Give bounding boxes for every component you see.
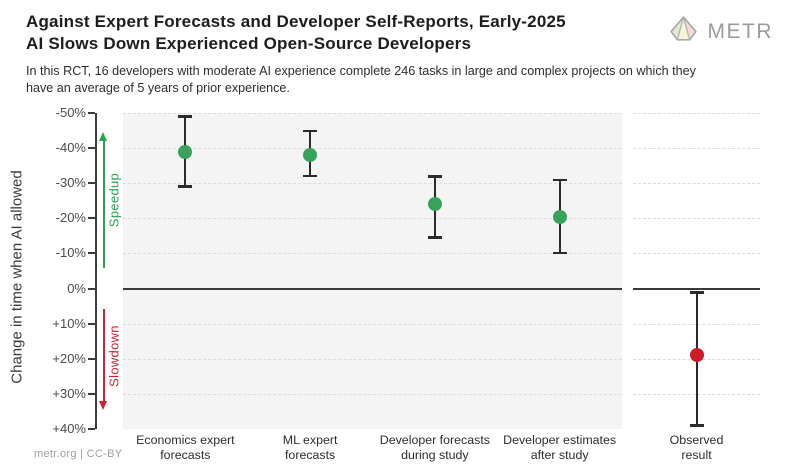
slowdown-arrow	[102, 309, 105, 401]
y-axis-tick	[88, 392, 95, 395]
zero-line	[633, 287, 760, 290]
y-axis-tick	[88, 182, 95, 185]
gridline	[123, 253, 622, 255]
y-axis-line	[95, 113, 97, 429]
forecast-point	[427, 197, 442, 212]
error-bar-cap-top	[303, 129, 318, 132]
y-tick-label: -50%	[55, 104, 86, 120]
category-label: Economics expert forecasts	[110, 433, 260, 462]
y-axis-tick	[88, 111, 95, 114]
y-tick-label: +40%	[52, 421, 86, 437]
gridline	[123, 218, 622, 220]
gridline	[633, 148, 760, 150]
metr-logo: METR	[668, 15, 774, 49]
error-bar-cap-bottom	[427, 236, 442, 239]
y-tick-label: -10%	[55, 245, 86, 261]
zero-line	[123, 287, 622, 290]
error-bar-cap-top	[427, 175, 442, 178]
category-label-line: forecasts	[160, 447, 211, 462]
gridline	[633, 253, 760, 255]
category-label: Developer forecasts during study	[360, 433, 510, 462]
speedup-label: Speedup	[106, 172, 122, 228]
gridline	[123, 358, 622, 360]
y-tick-label: +10%	[52, 315, 86, 331]
y-tick-label: -20%	[55, 210, 86, 226]
gridline	[633, 183, 760, 185]
chart-subtitle: In this RCT, 16 developers with moderate…	[26, 64, 696, 95]
error-bar-cap-bottom	[689, 424, 704, 427]
error-bar-cap-bottom	[303, 174, 318, 178]
y-axis-tick	[88, 252, 95, 255]
category-label-line: Economics expert	[136, 433, 235, 447]
y-tick-label: -40%	[55, 140, 86, 156]
category-label-line: Developer estimates	[503, 433, 617, 447]
metr-gem-icon	[668, 15, 699, 49]
category-label-line: ML expert	[282, 433, 338, 447]
category-label: ML expert forecasts	[235, 433, 385, 462]
gridline	[633, 112, 760, 114]
speedup-arrow-head	[99, 132, 107, 141]
y-axis-tick	[88, 322, 95, 325]
forecast-panel	[123, 112, 622, 429]
category-label-line: result	[681, 447, 712, 462]
gridline	[633, 218, 760, 220]
gridline	[123, 323, 622, 325]
y-axis-title: Change in time when AI allowed	[8, 170, 26, 384]
speedup-arrow	[102, 140, 105, 268]
error-bar-cap-top	[552, 178, 567, 182]
forecast-point	[178, 144, 193, 159]
page-title: Against Expert Forecasts and Developer S…	[26, 11, 566, 55]
y-axis-tick	[88, 357, 95, 360]
gridline	[123, 148, 622, 150]
gridline	[123, 112, 622, 114]
category-label: Observed result	[622, 433, 772, 462]
gridline	[123, 183, 622, 185]
gridline	[123, 393, 622, 395]
y-tick-label: 0%	[67, 280, 86, 296]
y-tick-label: -30%	[55, 175, 86, 191]
category-label-line: during study	[401, 447, 469, 462]
category-label: Developer estimates after study	[485, 433, 635, 462]
attribution-credit: metr.org | CC-BY	[34, 448, 123, 460]
title-line-1: Against Expert Forecasts and Developer S…	[26, 12, 566, 31]
forecast-point	[552, 209, 567, 224]
y-axis-tick	[88, 217, 95, 220]
category-label-line: Observed	[669, 433, 724, 447]
y-axis-tick	[88, 428, 95, 431]
error-bar-cap-bottom	[552, 251, 567, 255]
forecast-point	[303, 148, 318, 163]
y-tick-label: +20%	[52, 350, 86, 366]
y-tick-label: +30%	[52, 385, 86, 401]
category-label-line: after study	[530, 447, 589, 462]
category-label-line: Developer forecasts	[379, 433, 490, 447]
category-label-line: forecasts	[284, 447, 336, 462]
y-axis-tick	[88, 287, 95, 290]
error-bar-cap-top	[178, 115, 193, 118]
observed-point	[689, 348, 704, 363]
slowdown-label: Slowdown	[106, 325, 122, 387]
error-bar-cap-top	[689, 291, 704, 294]
metr-wordmark: METR	[707, 20, 773, 43]
title-line-2: AI Slows Down Experienced Open-Source De…	[26, 34, 472, 53]
y-axis-tick	[88, 147, 95, 150]
slowdown-arrow-head	[99, 401, 107, 410]
error-bar-cap-bottom	[178, 185, 193, 188]
